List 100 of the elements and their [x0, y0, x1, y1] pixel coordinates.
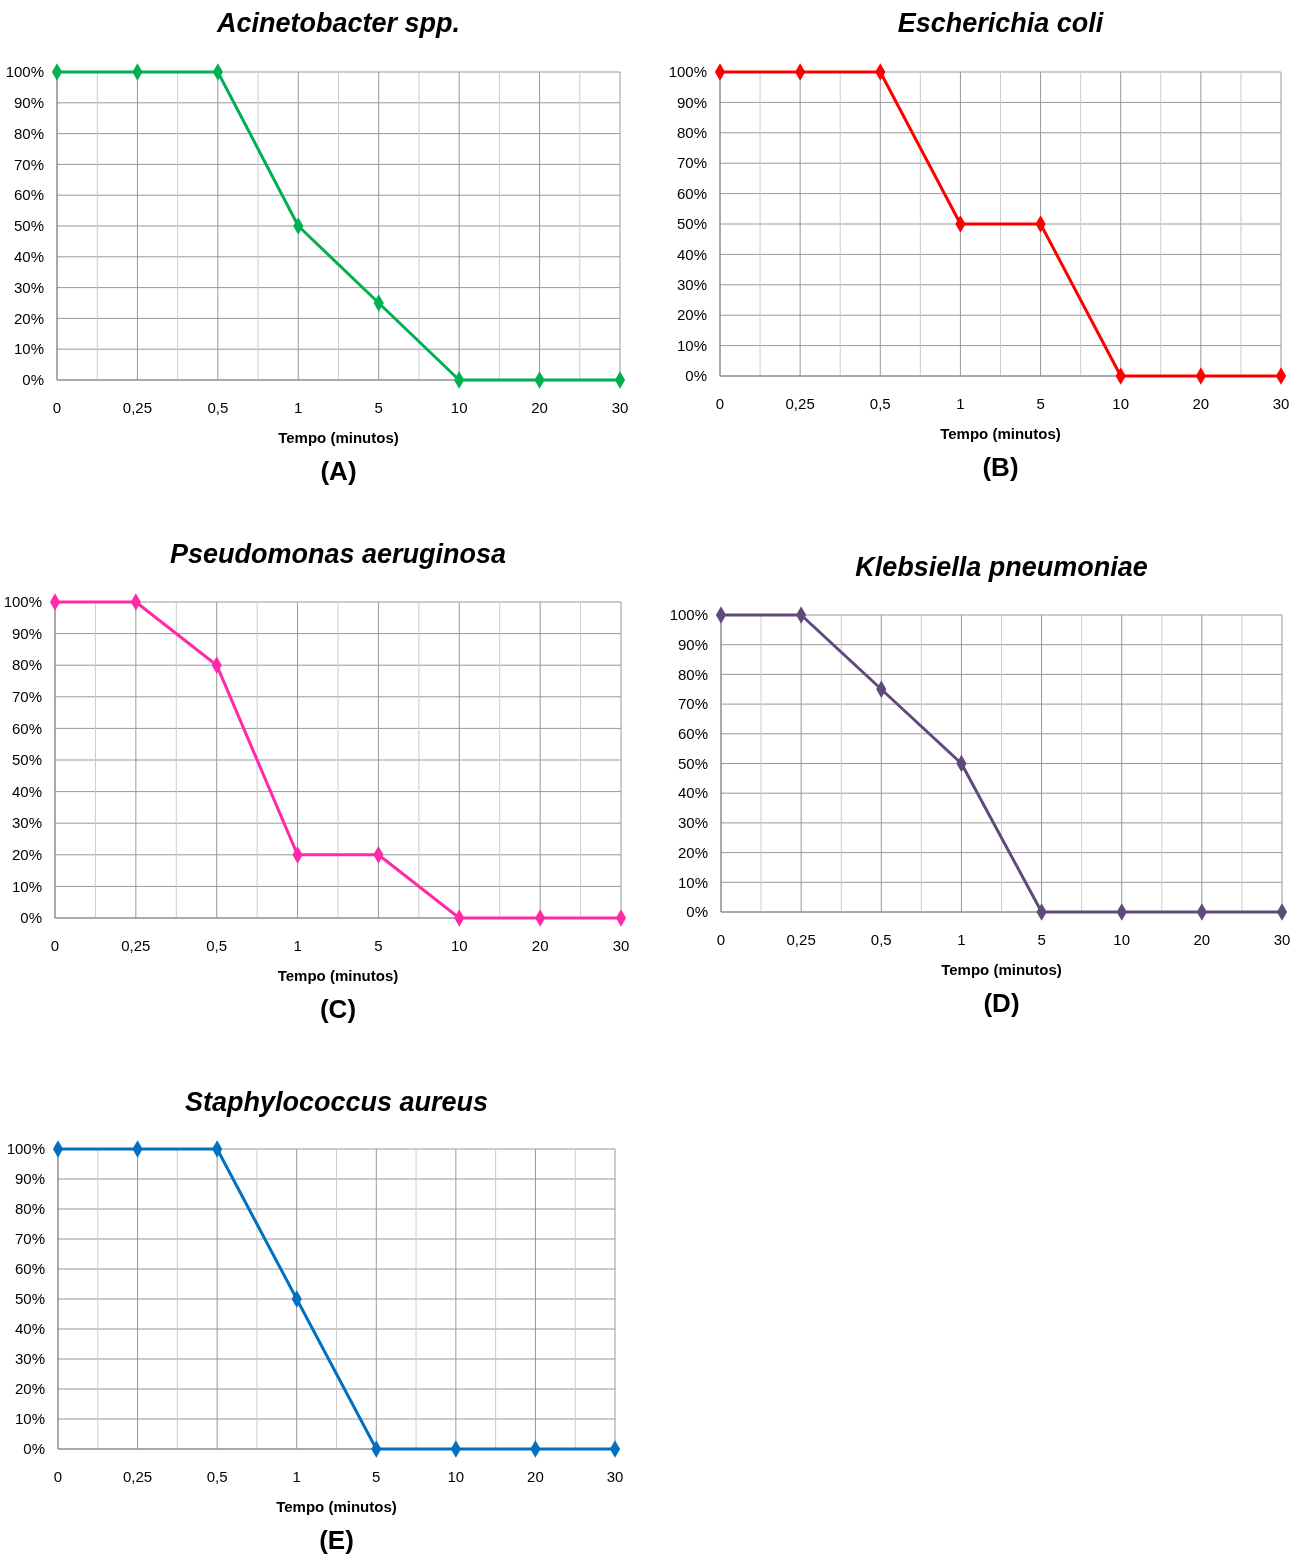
y-tick-label: 30% — [14, 1350, 45, 1368]
y-tick-label: 60% — [676, 184, 707, 202]
text: (A) — [320, 456, 357, 486]
x-axis-title: Tempo (minutos) — [941, 961, 1062, 978]
x-tick-label: 0,25 — [121, 937, 151, 954]
y-tick-label: 50% — [13, 217, 44, 235]
x-tick-label: 0 — [53, 1468, 63, 1485]
y-tick-label: 60% — [14, 1260, 45, 1278]
x-tick-label: 0 — [50, 937, 60, 954]
y-tick-label: 30% — [13, 278, 44, 296]
x-tick-label: 0,5 — [206, 1468, 228, 1485]
y-tick-label: 70% — [14, 1230, 45, 1248]
y-tick-label: 10% — [677, 873, 708, 891]
y-tick-label: 50% — [11, 751, 42, 769]
y-tick-label: 80% — [13, 124, 44, 142]
y-tick-label: 30% — [11, 814, 42, 832]
y-tick-label: 80% — [676, 124, 707, 142]
y-tick-label: 60% — [13, 186, 44, 204]
x-tick-label: 5 — [1036, 395, 1045, 412]
y-tick-label: 40% — [13, 248, 44, 266]
x-tick-label: 0,25 — [122, 1468, 153, 1485]
x-tick-label: 30 — [606, 1468, 624, 1485]
x-tick-label: 20 — [531, 399, 548, 416]
x-tick-label: 10 — [447, 1468, 465, 1485]
x-tick-label: 1 — [292, 1468, 301, 1485]
y-tick-label: 70% — [11, 688, 42, 706]
y-tick-label: 90% — [14, 1170, 45, 1188]
y-tick-label: 0% — [23, 1440, 45, 1458]
y-tick-label: 100% — [668, 63, 707, 81]
x-tick-label: 10 — [450, 399, 468, 416]
x-tick-label: 0,25 — [786, 931, 816, 948]
x-tick-label: 20 — [1192, 395, 1210, 412]
chart-title: Klebsiella pneumoniae — [855, 552, 1148, 582]
y-tick-label: 40% — [677, 784, 708, 802]
text: (C) — [319, 994, 357, 1024]
x-axis-title: Tempo (minutos) — [276, 1498, 397, 1515]
y-tick-label: 0% — [685, 367, 707, 385]
y-tick-label: 70% — [677, 695, 708, 713]
chart-title: Staphylococcus aureus — [184, 1087, 489, 1117]
x-tick-label: 0,5 — [869, 395, 891, 412]
chart-title: Escherichia coli — [897, 8, 1104, 38]
y-tick-label: 100% — [3, 593, 42, 611]
x-tick-label: 0,5 — [870, 931, 892, 948]
x-tick-label: 20 — [527, 1468, 544, 1485]
y-tick-label: 40% — [11, 782, 42, 800]
y-tick-label: 90% — [677, 635, 708, 653]
x-tick-label: 30 — [611, 399, 629, 416]
x-tick-label: 30 — [1272, 395, 1290, 412]
chart-title: Pseudomonas aeruginosa — [169, 539, 507, 569]
y-tick-label: 20% — [14, 1380, 45, 1398]
y-tick-label: 50% — [676, 215, 707, 233]
y-tick-label: 100% — [669, 606, 708, 624]
y-tick-label: 20% — [13, 309, 44, 327]
y-tick-label: 0% — [20, 909, 42, 927]
y-tick-label: 90% — [676, 93, 707, 111]
x-tick-label: 5 — [372, 1468, 381, 1485]
y-tick-label: 20% — [11, 846, 42, 864]
x-tick-label: 20 — [531, 937, 549, 954]
x-tick-label: 10 — [1113, 931, 1131, 948]
y-tick-label: 0% — [686, 903, 708, 921]
y-tick-label: 80% — [14, 1200, 45, 1218]
y-tick-label: 10% — [676, 336, 707, 354]
x-tick-label: 1 — [956, 395, 965, 412]
x-tick-label: 30 — [612, 937, 630, 954]
y-tick-label: 10% — [11, 877, 42, 895]
x-tick-label: 0,5 — [206, 937, 228, 954]
y-tick-label: 60% — [11, 719, 42, 737]
x-tick-label: 5 — [374, 937, 383, 954]
y-tick-label: 30% — [677, 814, 708, 832]
x-tick-label: 0,25 — [122, 399, 153, 416]
y-tick-label: 90% — [13, 94, 44, 112]
y-tick-label: 80% — [677, 665, 708, 683]
x-tick-label: 0 — [716, 931, 726, 948]
y-tick-label: 60% — [677, 725, 708, 743]
text: (B) — [982, 452, 1019, 482]
y-tick-label: 0% — [22, 371, 44, 389]
y-tick-label: 40% — [14, 1320, 45, 1338]
x-axis-title: Tempo (minutos) — [278, 429, 399, 446]
y-tick-label: 70% — [676, 154, 707, 172]
x-tick-label: 0 — [715, 395, 725, 412]
x-tick-label: 1 — [294, 399, 303, 416]
text: (D) — [983, 988, 1020, 1018]
y-tick-label: 40% — [676, 245, 707, 263]
y-tick-label: 100% — [5, 63, 44, 81]
y-tick-label: 90% — [11, 624, 42, 642]
y-tick-label: 20% — [677, 843, 708, 861]
y-tick-label: 70% — [13, 155, 44, 173]
y-tick-label: 50% — [14, 1290, 45, 1308]
y-tick-label: 20% — [676, 306, 707, 324]
x-tick-label: 0,5 — [207, 399, 229, 416]
y-tick-label: 80% — [11, 656, 42, 674]
y-tick-label: 30% — [676, 276, 707, 294]
x-tick-label: 10 — [1112, 395, 1130, 412]
y-tick-label: 10% — [14, 1410, 45, 1428]
x-tick-label: 5 — [374, 399, 383, 416]
x-tick-label: 0,25 — [785, 395, 815, 412]
x-tick-label: 5 — [1037, 931, 1046, 948]
text: (E) — [319, 1525, 354, 1555]
x-axis-title: Tempo (minutos) — [277, 967, 399, 984]
x-tick-label: 1 — [293, 937, 302, 954]
